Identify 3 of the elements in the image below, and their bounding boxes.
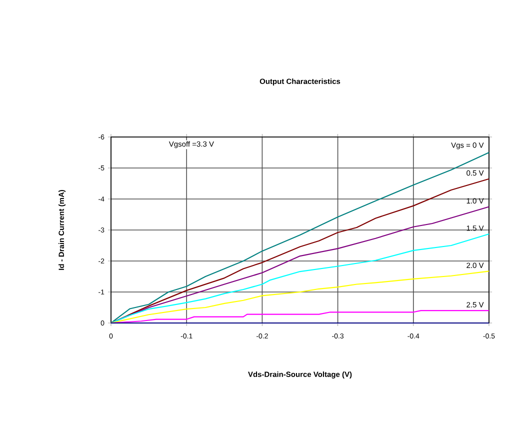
line-series <box>110 233 490 324</box>
line-series <box>110 152 490 324</box>
line-series <box>110 270 490 324</box>
